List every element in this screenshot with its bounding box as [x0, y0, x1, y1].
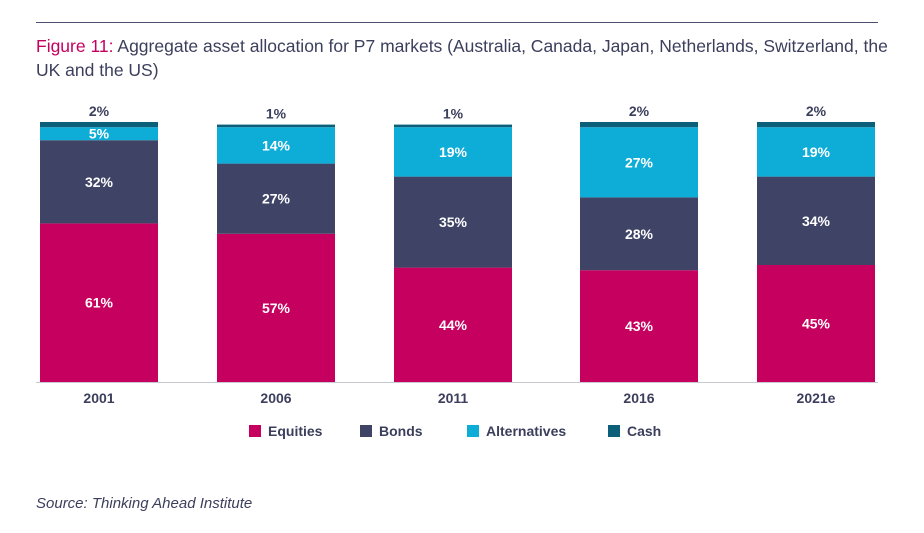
legend-swatch-bonds [360, 425, 372, 437]
x-tick-label-2016: 2016 [623, 390, 654, 406]
data-label-equities-2016: 43% [625, 318, 654, 334]
x-tick-label-2021e: 2021e [797, 390, 836, 406]
legend-swatch-cash [608, 425, 620, 437]
data-label-cash-2011: 1% [443, 106, 464, 122]
legend-label-equities: Equities [268, 423, 323, 439]
data-label-bonds-2021e: 34% [802, 213, 831, 229]
data-label-equities-2001: 61% [85, 295, 114, 311]
bar-segment-cash-2021e [757, 122, 875, 127]
data-label-alternatives-2011: 19% [439, 144, 468, 160]
data-label-equities-2011: 44% [439, 317, 468, 333]
data-label-cash-2016: 2% [629, 103, 650, 119]
data-label-equities-2021e: 45% [802, 316, 831, 332]
data-label-bonds-2016: 28% [625, 226, 654, 242]
data-label-equities-2006: 57% [262, 300, 291, 316]
legend-label-bonds: Bonds [379, 423, 423, 439]
legend-swatch-alternatives [467, 425, 479, 437]
data-label-cash-2021e: 2% [806, 103, 827, 119]
data-label-cash-2001: 2% [89, 103, 110, 119]
stacked-bar-chart: 61% 32% 5% 2% 2001 57% 27% 14% 1% 2006 44% 35% 19% 1%… [0, 0, 924, 533]
data-label-alternatives-2001: 5% [89, 126, 110, 142]
data-label-alternatives-2016: 27% [625, 154, 654, 170]
x-tick-label-2006: 2006 [260, 390, 291, 406]
data-label-alternatives-2006: 14% [262, 137, 291, 153]
source-note: Source: Thinking Ahead Institute [36, 495, 252, 512]
bar-segment-cash-2011 [394, 125, 512, 128]
bar-segment-cash-2001 [40, 122, 158, 127]
data-label-bonds-2001: 32% [85, 174, 114, 190]
legend-swatch-equities [249, 425, 261, 437]
data-label-alternatives-2021e: 19% [802, 144, 831, 160]
x-tick-label-2011: 2011 [438, 390, 469, 406]
legend-label-alternatives: Alternatives [486, 423, 566, 439]
data-label-bonds-2006: 27% [262, 191, 291, 207]
x-tick-label-2001: 2001 [83, 390, 114, 406]
bar-segment-cash-2006 [217, 125, 335, 128]
bar-segment-cash-2016 [580, 122, 698, 127]
data-label-bonds-2011: 35% [439, 214, 468, 230]
legend-label-cash: Cash [627, 423, 661, 439]
data-label-cash-2006: 1% [266, 106, 287, 122]
